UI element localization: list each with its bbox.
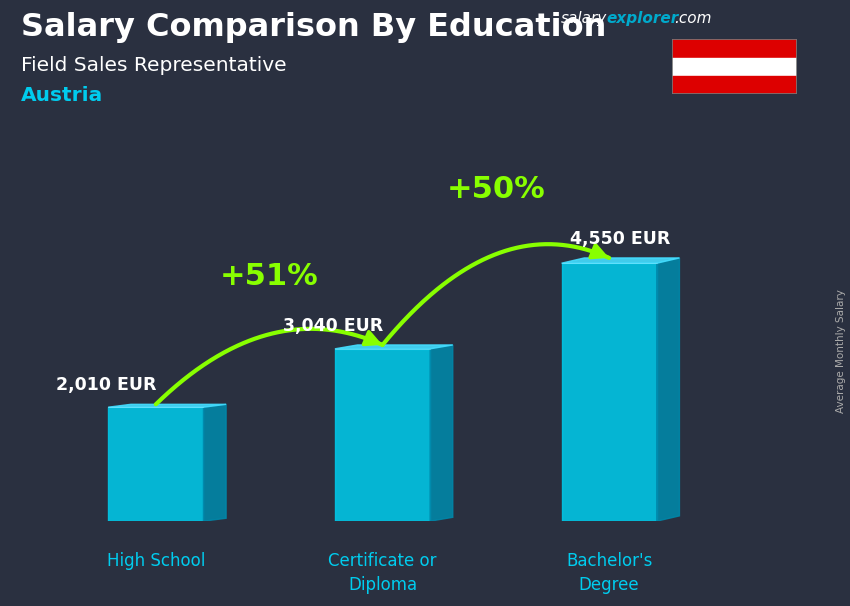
Polygon shape <box>203 404 226 521</box>
Polygon shape <box>657 258 679 521</box>
Bar <box>672 58 797 76</box>
Polygon shape <box>562 258 679 263</box>
Text: Field Sales Representative: Field Sales Representative <box>21 56 286 75</box>
Polygon shape <box>562 263 657 521</box>
Polygon shape <box>335 349 430 521</box>
Text: Salary Comparison By Education: Salary Comparison By Education <box>21 12 607 43</box>
Text: High School: High School <box>106 552 205 570</box>
Polygon shape <box>108 407 203 521</box>
Text: Average Monthly Salary: Average Monthly Salary <box>836 290 846 413</box>
Polygon shape <box>430 345 453 521</box>
Text: salary: salary <box>561 11 607 26</box>
Text: 2,010 EUR: 2,010 EUR <box>56 376 156 394</box>
Text: 4,550 EUR: 4,550 EUR <box>570 230 671 248</box>
Polygon shape <box>335 345 453 349</box>
Text: 3,040 EUR: 3,040 EUR <box>282 317 382 335</box>
Text: +50%: +50% <box>446 175 545 204</box>
Text: Certificate or
Diploma: Certificate or Diploma <box>328 552 437 594</box>
Bar <box>672 39 797 58</box>
Text: Bachelor's
Degree: Bachelor's Degree <box>566 552 652 594</box>
Text: .com: .com <box>674 11 711 26</box>
Text: Austria: Austria <box>21 86 104 105</box>
Text: +51%: +51% <box>220 262 319 290</box>
Polygon shape <box>108 404 226 407</box>
Text: explorer: explorer <box>607 11 679 26</box>
Bar <box>672 76 797 94</box>
